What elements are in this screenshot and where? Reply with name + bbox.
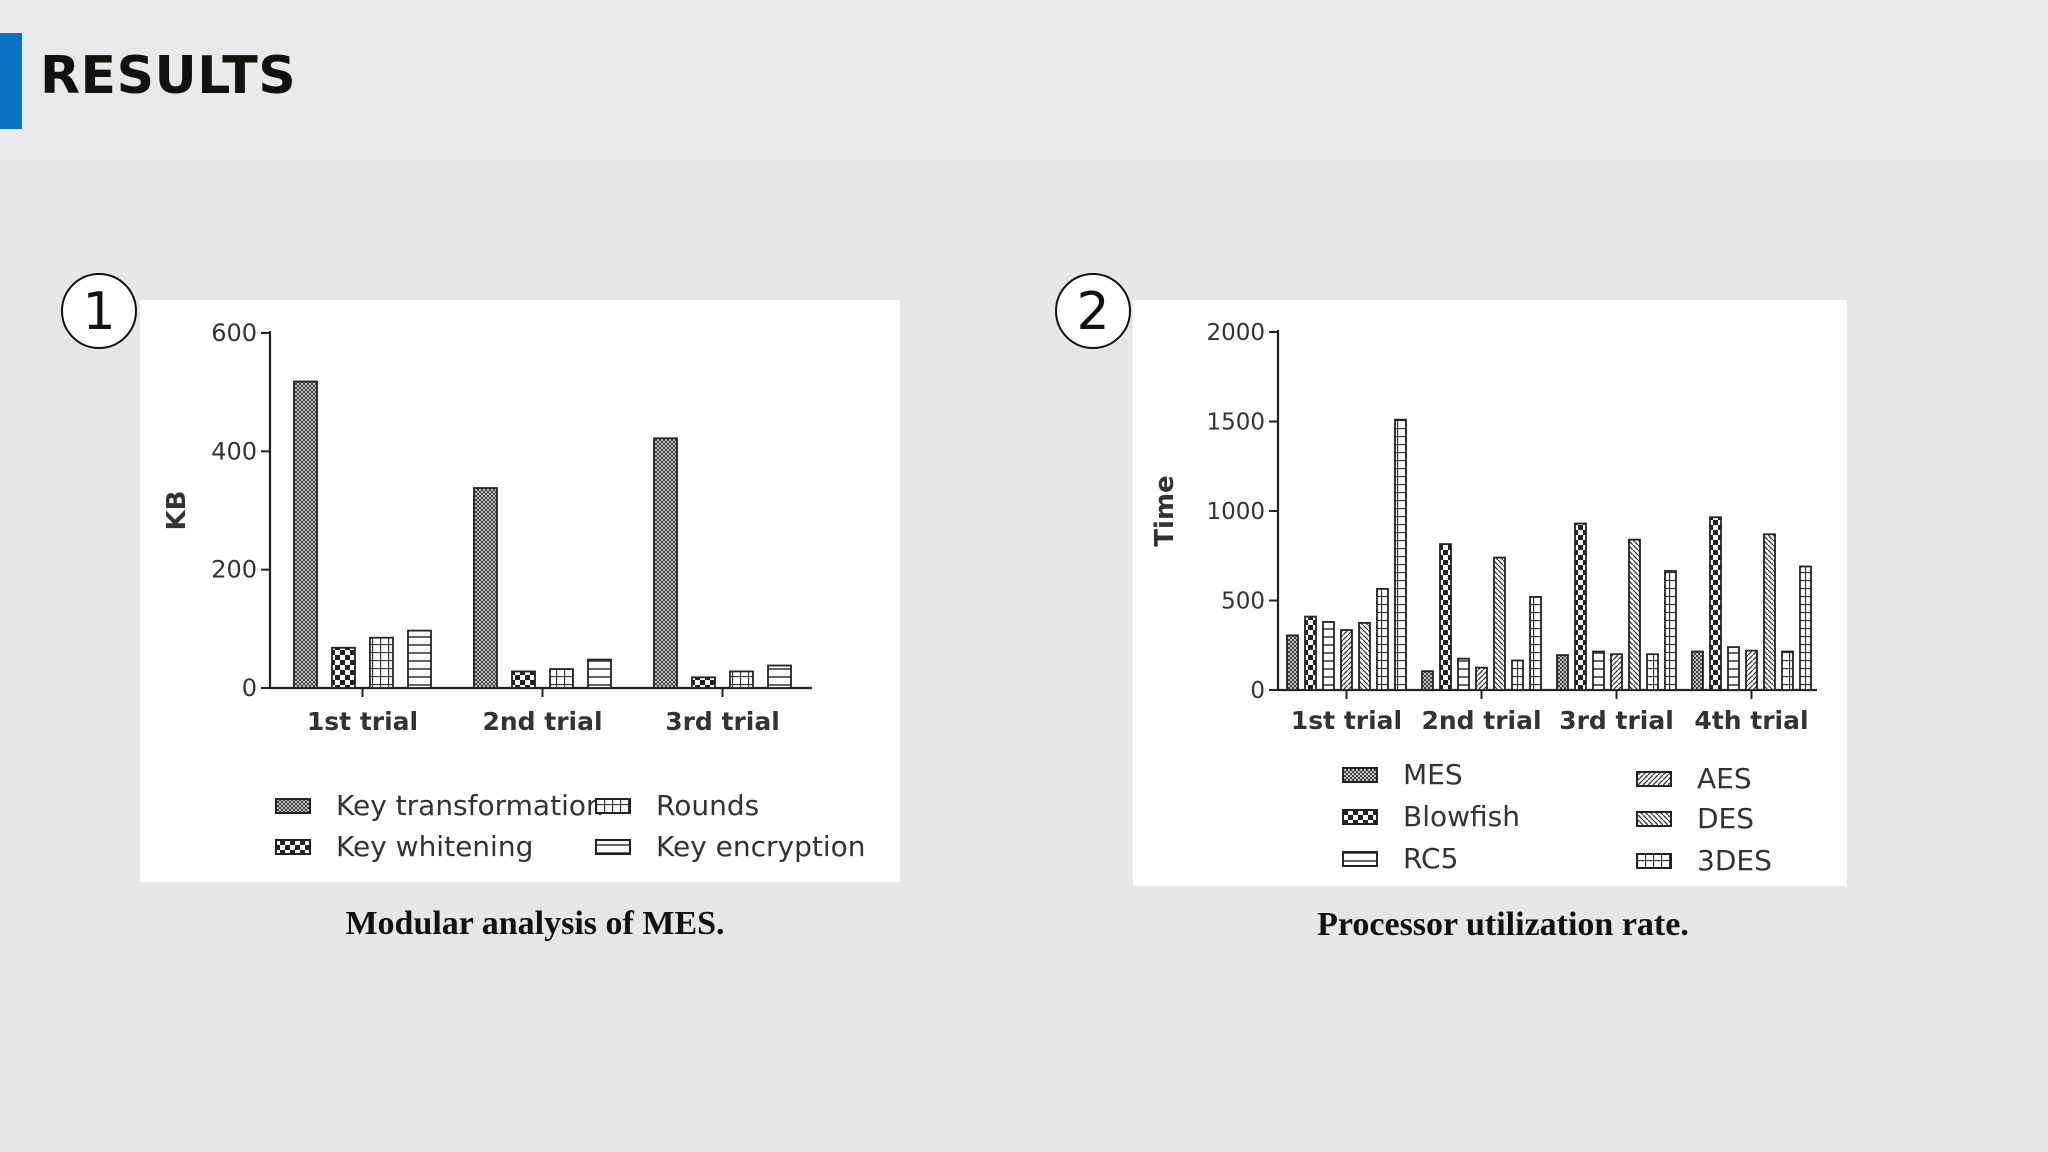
x-tick-label: 2nd trial (1421, 706, 1541, 735)
legend-label: MES (1403, 758, 1463, 791)
legend-swatch (1342, 851, 1378, 867)
legend-label: DES (1697, 802, 1754, 835)
figure1-caption: Modular analysis of MES. (345, 905, 725, 942)
bar-2-3 (1610, 653, 1623, 691)
figure2-panel: 0 500 1000 1500 2000 Time 1st trial 2nd trial 3r… (1133, 300, 1847, 886)
x-tick-label: 3rd trial (665, 707, 780, 736)
figure1-panel: 0 200 400 600 KB 1st trial 2nd trial 3rd trial K… (140, 300, 900, 882)
bar-3-5 (1781, 650, 1794, 691)
legend-label: Rounds (656, 789, 759, 822)
bar-2-2 (729, 670, 754, 689)
bar-2-6 (1664, 570, 1677, 691)
y-tick-label: 200 (211, 556, 257, 584)
y-tick-label: 1500 (1206, 410, 1265, 436)
bar-3-0 (1691, 650, 1704, 691)
x-tick-label: 1st trial (1291, 706, 1402, 735)
legend-swatch (275, 839, 311, 855)
processor-utilization-chart: 0 500 1000 1500 2000 Time 1st trial 2nd trial 3r… (1150, 320, 1817, 877)
legend-swatch (595, 839, 631, 855)
legend-label: Blowfish (1403, 800, 1520, 833)
bar-3-3 (1745, 649, 1758, 691)
legend-swatch (1636, 771, 1672, 787)
bar-0-6 (1394, 418, 1407, 691)
figure1-badge: 1 (61, 273, 137, 349)
bar-0-3 (407, 629, 432, 689)
y-tick-label: 0 (242, 674, 257, 702)
bar-0-3 (1340, 629, 1353, 691)
bar-1-0 (1421, 670, 1434, 691)
bar-3-1 (1709, 516, 1722, 691)
bar-0-1 (1304, 615, 1317, 691)
page-title: RESULTS (40, 46, 297, 106)
bar-1-2 (1457, 657, 1470, 691)
y-tick-label: 1000 (1206, 499, 1265, 525)
bar-0-0 (1286, 634, 1299, 691)
bar-0-0 (293, 380, 318, 689)
bar-1-2 (549, 668, 574, 689)
legend-swatch (595, 798, 631, 814)
y-tick-label: 0 (1250, 678, 1265, 704)
bar-1-3 (587, 658, 612, 689)
legend-label: 3DES (1697, 844, 1772, 877)
bar-1-4 (1493, 556, 1506, 691)
y-tick-label: 400 (211, 437, 257, 465)
legend-swatch (1342, 767, 1378, 783)
y-tick-label: 500 (1221, 589, 1265, 615)
y-tick-label: 2000 (1206, 320, 1265, 346)
header-band (0, 0, 2048, 160)
figure2-caption: Processor utilization rate. (1317, 906, 1689, 943)
bar-2-5 (1646, 653, 1659, 691)
bar-2-1 (1574, 522, 1587, 691)
x-tick-label: 2nd trial (482, 707, 602, 736)
bar-2-0 (1556, 654, 1569, 691)
legend-swatch (275, 798, 311, 814)
bar-0-5 (1376, 587, 1389, 691)
bar-3-4 (1763, 533, 1776, 691)
bar-3-6 (1799, 565, 1812, 691)
legend-swatch (1636, 853, 1672, 869)
bar-2-3 (767, 664, 792, 689)
bar-1-3 (1475, 666, 1488, 691)
legend-label: Key encryption (656, 830, 866, 863)
bar-0-1 (331, 646, 356, 689)
figure2-badge: 2 (1055, 273, 1131, 349)
bar-3-2 (1727, 646, 1740, 691)
bar-2-1 (691, 676, 716, 689)
x-tick-label: 4th trial (1694, 706, 1808, 735)
bar-1-0 (473, 487, 498, 689)
legend-swatch (1342, 809, 1378, 825)
y-axis-label: KB (162, 491, 192, 531)
legend-label: Key whitening (336, 830, 533, 863)
legend-label: RC5 (1403, 842, 1458, 875)
y-tick-label: 600 (211, 319, 257, 347)
bar-0-2 (369, 636, 394, 689)
bar-2-4 (1628, 538, 1641, 691)
y-axis-label: Time (1150, 475, 1180, 546)
bar-1-1 (511, 670, 536, 689)
bar-0-4 (1358, 621, 1371, 691)
x-tick-label: 1st trial (307, 707, 418, 736)
bar-2-0 (653, 437, 678, 689)
bar-2-2 (1592, 650, 1605, 691)
bar-1-6 (1529, 596, 1542, 691)
legend-swatch (1636, 811, 1672, 827)
bar-1-5 (1511, 659, 1524, 691)
legend-label: AES (1697, 762, 1752, 795)
bar-0-2 (1322, 621, 1335, 691)
legend-label: Key transformation (336, 789, 604, 822)
bar-1-1 (1439, 543, 1452, 691)
x-tick-label: 3rd trial (1559, 706, 1674, 735)
title-accent-bar (0, 33, 22, 129)
modular-analysis-chart: 0 200 400 600 KB 1st trial 2nd trial 3rd trial K… (162, 319, 866, 863)
